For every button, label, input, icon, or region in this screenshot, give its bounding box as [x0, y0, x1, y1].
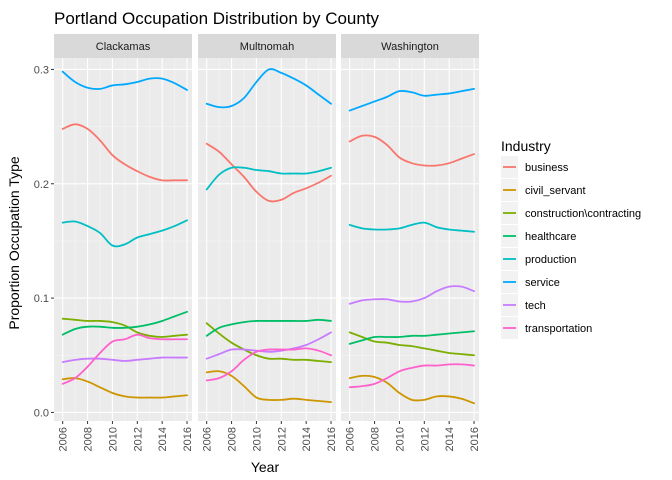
series-line-service [205, 68, 332, 109]
series-line-civil-servant [61, 377, 188, 399]
legend-item-healthcare: healthcare [501, 225, 576, 247]
legend-item-civil-servant: civil_servant [501, 179, 586, 201]
series-line-healthcare [61, 310, 188, 336]
series-line-tech [205, 331, 332, 360]
panel-strip [341, 34, 479, 58]
legend-label: service [525, 277, 560, 289]
panel-clackamas: Clackamas 2006 2008 2010 2012 2014 2016 [54, 34, 194, 451]
legend-title: Industry [501, 138, 551, 154]
series-line-production [61, 219, 188, 248]
panel-strip-label: Washington [381, 41, 439, 53]
legend: Industry business civil_servant constructi… [501, 138, 641, 339]
panel-background [198, 58, 336, 421]
x-tick-label: 2016 [326, 427, 338, 451]
y-tick-label: 0.1 [34, 293, 49, 305]
x-tick-label: 2012 [276, 427, 288, 451]
y-tick-label: 0.2 [34, 179, 49, 191]
series-line-tech [348, 285, 475, 305]
panel-strip-label: Multnomah [240, 41, 294, 53]
x-tick-label: 2008 [227, 427, 239, 451]
series-line-service [348, 87, 475, 112]
series-line-business [348, 134, 475, 167]
x-tick-label: 2010 [107, 427, 119, 451]
legend-items: business civil_servant construction\contra… [501, 156, 641, 339]
series-line-production [348, 221, 475, 233]
legend-label: business [525, 162, 569, 174]
panel-background [54, 58, 192, 421]
panel-strip [54, 34, 192, 58]
series-line-service [61, 70, 188, 91]
legend-label: construction\contracting [525, 208, 641, 220]
series-line-construction-contracting [205, 322, 332, 364]
x-tick-label: 2008 [370, 427, 382, 451]
series-line-business [61, 123, 188, 182]
y-tick-label: 0.0 [34, 407, 49, 419]
x-tick-label: 2016 [182, 427, 194, 451]
legend-item-tech: tech [501, 294, 546, 316]
y-tick-label: 0.3 [34, 64, 49, 76]
x-tick-label: 2006 [58, 427, 70, 451]
x-tick-label: 2012 [419, 427, 431, 451]
series-line-healthcare [205, 318, 332, 337]
x-tick-label: 2014 [444, 427, 456, 451]
x-tick-label: 2014 [301, 427, 313, 451]
x-axis-title: Year [251, 459, 280, 475]
legend-label: healthcare [525, 231, 576, 243]
series-line-tech [61, 356, 188, 364]
legend-label: tech [525, 300, 546, 312]
legend-item-transportation: transportation [501, 317, 592, 339]
legend-label: production [525, 254, 576, 266]
series-line-transportation [61, 333, 188, 385]
series-line-civil-servant [348, 374, 475, 405]
x-tick-label: 2006 [202, 427, 214, 451]
panel-multnomah: Multnomah 2006 2008 2010 2012 2014 2016 [198, 34, 338, 451]
x-tick-label: 2010 [251, 427, 263, 451]
legend-item-construction-contracting: construction\contracting [501, 202, 641, 224]
series-line-healthcare [348, 330, 475, 345]
x-tick-label: 2006 [345, 427, 357, 451]
panel-washington: Washington 2006 2008 2010 2012 2014 2016 [341, 34, 481, 451]
series-line-construction-contracting [348, 331, 475, 357]
series-line-transportation [205, 347, 332, 382]
x-tick-label: 2010 [394, 427, 406, 451]
y-axis-title: Proportion Occupation Type [6, 156, 22, 330]
series-line-production [205, 166, 332, 191]
legend-item-production: production [501, 248, 576, 270]
panel-strip-label: Clackamas [96, 41, 151, 53]
chart-title: Portland Occupation Distribution by Coun… [54, 9, 380, 28]
y-axis-ticks: 0.0 0.1 0.2 0.3 [34, 64, 54, 419]
series-line-business [205, 142, 332, 203]
x-tick-label: 2008 [83, 427, 95, 451]
panel-strip [198, 34, 336, 58]
legend-label: transportation [525, 323, 592, 335]
series-line-transportation [348, 363, 475, 389]
legend-item-business: business [501, 156, 569, 178]
panel-background [341, 58, 479, 421]
legend-item-service: service [501, 271, 560, 293]
series-line-construction-contracting [61, 317, 188, 338]
x-tick-label: 2014 [157, 427, 169, 451]
x-tick-label: 2012 [132, 427, 144, 451]
x-tick-label: 2016 [469, 427, 481, 451]
legend-label: civil_servant [525, 185, 586, 197]
